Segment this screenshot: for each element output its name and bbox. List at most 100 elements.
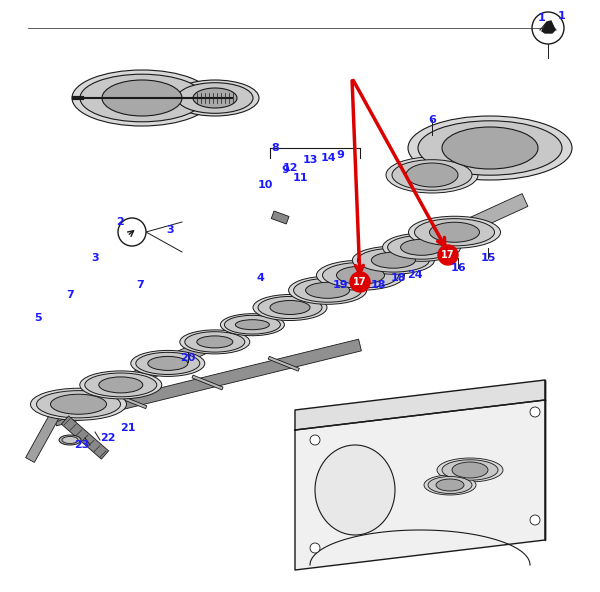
Polygon shape [295, 380, 545, 430]
Text: 7: 7 [66, 290, 74, 300]
Text: 11: 11 [292, 173, 308, 183]
Ellipse shape [85, 373, 157, 397]
Circle shape [118, 218, 146, 246]
Ellipse shape [428, 477, 472, 494]
Circle shape [530, 407, 540, 417]
Ellipse shape [171, 80, 259, 116]
Ellipse shape [293, 278, 362, 302]
Ellipse shape [50, 394, 107, 414]
Text: 3: 3 [166, 225, 174, 235]
Ellipse shape [388, 236, 455, 259]
Ellipse shape [197, 336, 233, 348]
Text: 23: 23 [74, 440, 89, 450]
Ellipse shape [102, 80, 182, 116]
Ellipse shape [409, 216, 500, 248]
Ellipse shape [386, 157, 478, 193]
Ellipse shape [408, 116, 572, 180]
Ellipse shape [31, 388, 127, 420]
Polygon shape [61, 416, 109, 459]
Ellipse shape [72, 70, 212, 126]
Ellipse shape [358, 248, 430, 272]
Ellipse shape [430, 222, 479, 242]
Circle shape [310, 435, 320, 445]
Ellipse shape [62, 436, 78, 443]
Text: 22: 22 [100, 433, 116, 443]
Ellipse shape [418, 121, 562, 175]
Ellipse shape [235, 320, 269, 330]
Ellipse shape [59, 435, 81, 445]
Ellipse shape [352, 246, 434, 274]
Ellipse shape [136, 352, 200, 375]
Text: 10: 10 [257, 180, 272, 190]
Text: 18: 18 [390, 273, 406, 283]
Ellipse shape [392, 160, 472, 190]
Ellipse shape [131, 350, 205, 377]
Ellipse shape [80, 371, 162, 399]
Text: 9: 9 [336, 150, 344, 160]
Ellipse shape [177, 83, 253, 113]
Circle shape [350, 272, 370, 292]
Text: 17: 17 [353, 277, 367, 287]
Text: 19: 19 [332, 280, 348, 290]
Text: 15: 15 [481, 253, 496, 263]
Ellipse shape [442, 460, 498, 480]
Ellipse shape [406, 163, 458, 187]
Ellipse shape [289, 276, 367, 304]
Text: 8: 8 [271, 143, 279, 153]
Text: 9: 9 [281, 165, 289, 175]
Text: 4: 4 [256, 273, 264, 283]
Text: 1: 1 [538, 13, 546, 23]
Ellipse shape [424, 475, 476, 495]
Ellipse shape [99, 377, 143, 393]
Polygon shape [192, 375, 223, 390]
Ellipse shape [258, 297, 322, 318]
Text: 24: 24 [407, 270, 423, 280]
Text: 3: 3 [91, 253, 99, 263]
Text: 2: 2 [116, 217, 124, 227]
Ellipse shape [193, 88, 237, 108]
Ellipse shape [401, 239, 443, 255]
Ellipse shape [253, 294, 327, 320]
Text: 5: 5 [34, 313, 42, 323]
Text: 14: 14 [320, 153, 336, 163]
Polygon shape [53, 339, 361, 426]
Ellipse shape [442, 127, 538, 169]
Text: 12: 12 [282, 163, 298, 173]
Ellipse shape [305, 282, 350, 298]
Ellipse shape [317, 260, 404, 290]
Ellipse shape [37, 391, 121, 418]
Ellipse shape [224, 316, 280, 334]
Circle shape [438, 245, 458, 265]
Text: 17: 17 [441, 250, 455, 260]
Ellipse shape [80, 74, 204, 122]
Text: 13: 13 [302, 155, 317, 165]
Ellipse shape [415, 218, 494, 246]
Text: 16: 16 [450, 263, 466, 273]
Ellipse shape [148, 356, 188, 371]
Circle shape [310, 543, 320, 553]
Ellipse shape [436, 479, 464, 491]
Polygon shape [52, 194, 528, 422]
Ellipse shape [315, 445, 395, 535]
Polygon shape [116, 394, 147, 408]
Text: 7: 7 [136, 280, 144, 290]
Ellipse shape [371, 252, 415, 268]
Ellipse shape [185, 332, 245, 352]
Ellipse shape [437, 458, 503, 482]
Text: 20: 20 [181, 353, 196, 363]
Ellipse shape [383, 233, 461, 261]
Ellipse shape [452, 462, 488, 478]
Ellipse shape [323, 262, 398, 288]
Text: 6: 6 [428, 115, 436, 125]
Circle shape [532, 12, 564, 44]
Polygon shape [268, 356, 299, 371]
Polygon shape [295, 400, 545, 570]
Ellipse shape [180, 330, 250, 354]
Ellipse shape [220, 314, 284, 336]
Polygon shape [542, 21, 555, 33]
Ellipse shape [337, 266, 385, 284]
Bar [271, 211, 289, 224]
Text: 1: 1 [558, 11, 566, 21]
Text: 18: 18 [370, 280, 386, 290]
Ellipse shape [270, 301, 310, 314]
